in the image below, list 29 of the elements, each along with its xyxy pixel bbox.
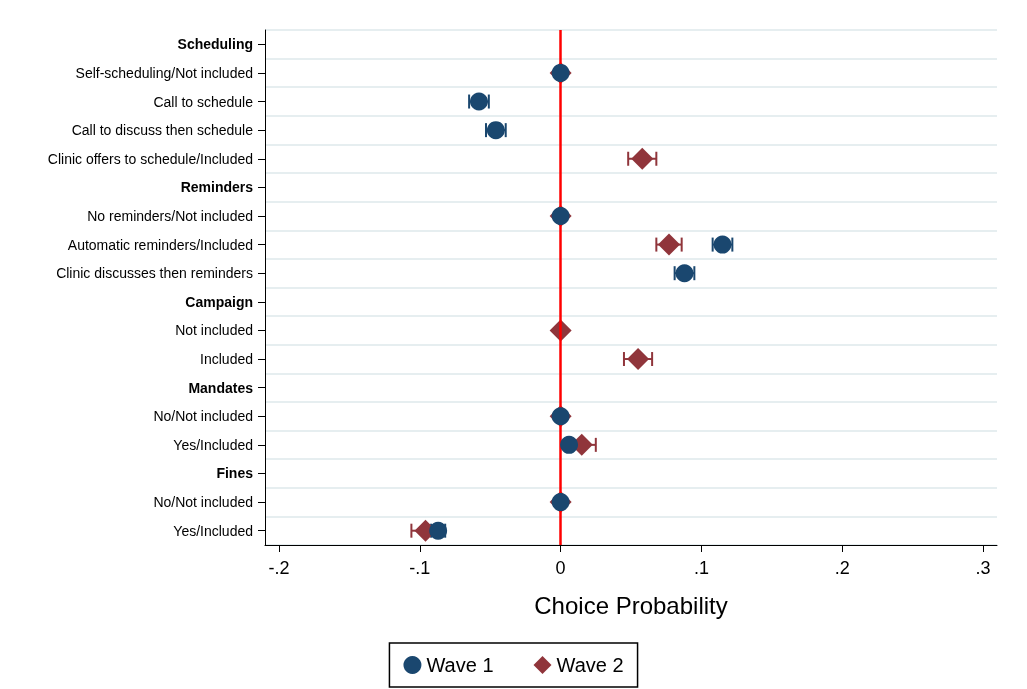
y-tick-label: Call to schedule bbox=[153, 93, 254, 110]
y-tick-label: Included bbox=[200, 351, 253, 368]
x-tick-label: .2 bbox=[834, 558, 850, 578]
x-tick-label: 0 bbox=[555, 558, 566, 578]
y-tick-label: Call to discuss then schedule bbox=[71, 122, 254, 139]
y-tick-label: Reminders bbox=[180, 179, 254, 196]
x-tick-label: -.1 bbox=[409, 558, 431, 578]
y-tick-label: Scheduling bbox=[177, 36, 253, 53]
y-tick-label: Yes/Included bbox=[173, 522, 253, 539]
y-tick-label: Fines bbox=[216, 465, 254, 482]
y-tick-label: Automatic reminders/Included bbox=[67, 236, 253, 253]
y-tick-label: Self-scheduling/Not included bbox=[75, 64, 253, 81]
y-tick-label: No reminders/Not included bbox=[87, 207, 253, 224]
legend-label: Wave 2 bbox=[556, 654, 624, 676]
y-tick-label: No/Not included bbox=[153, 408, 253, 425]
x-tick-label: .1 bbox=[693, 558, 709, 578]
y-tick-label: Clinic offers to schedule/Included bbox=[47, 150, 253, 167]
y-tick-label: Campaign bbox=[185, 293, 253, 310]
x-axis-title: Choice Probability bbox=[534, 591, 728, 619]
y-tick-label: Clinic discusses then reminders bbox=[56, 265, 253, 282]
y-tick-label: Not included bbox=[175, 322, 253, 339]
x-tick-label: -.2 bbox=[268, 558, 290, 578]
y-tick-label: No/Not included bbox=[153, 494, 253, 511]
x-tick-label: .3 bbox=[975, 558, 991, 578]
y-tick-label: Yes/Included bbox=[173, 436, 253, 453]
legend-label: Wave 1 bbox=[426, 654, 494, 676]
y-tick-label: Mandates bbox=[188, 379, 254, 396]
point bbox=[560, 435, 579, 454]
point bbox=[627, 348, 650, 371]
